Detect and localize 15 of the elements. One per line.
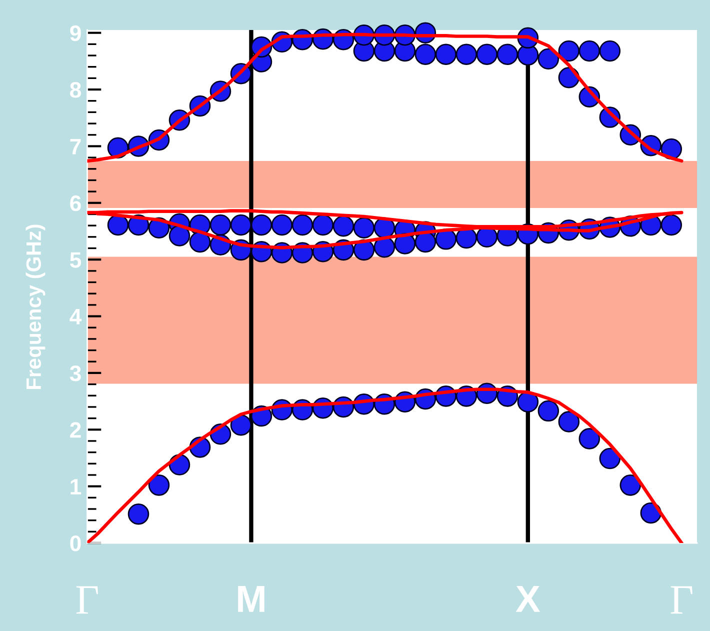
y-tick-label: 0: [70, 536, 81, 552]
y-tick-label: 2: [70, 422, 81, 438]
x-tick-label: Γ: [670, 586, 692, 614]
y-axis-title: Frequency (GHz): [26, 224, 46, 389]
y-tick-label: 7: [70, 138, 81, 154]
y-tick-label: 3: [70, 365, 81, 382]
x-tick-label: M: [238, 586, 264, 612]
x-tick-label: X: [516, 586, 540, 612]
y-tick-label: 4: [70, 309, 82, 324]
y-tick-label: 5: [70, 252, 82, 268]
x-tick-label: Γ: [76, 586, 98, 614]
y-tick-label: 1: [70, 479, 82, 494]
y-tick-label: 6: [70, 195, 81, 212]
y-tick-label: 8: [70, 82, 82, 98]
y-tick-label: 9: [70, 25, 81, 42]
